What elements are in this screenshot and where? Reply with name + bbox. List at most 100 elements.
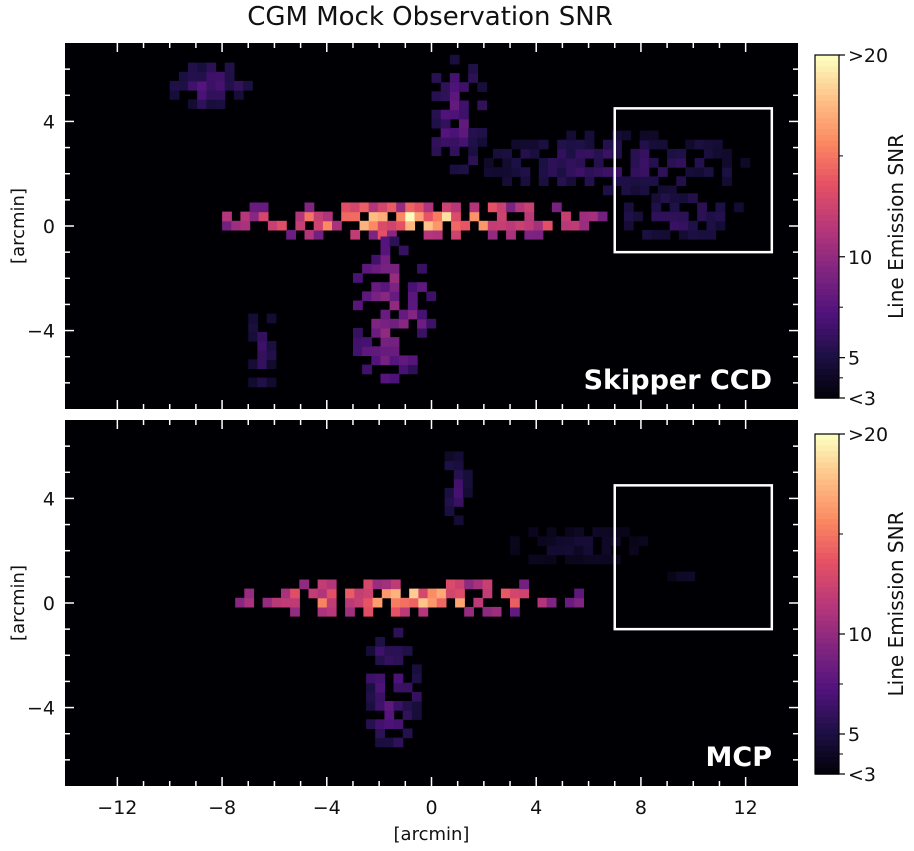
colorbar-segment [815,745,839,753]
heatmap-cell [575,158,586,168]
colorbar-segment [815,530,839,537]
colorbar-segment [815,434,839,441]
heatmap-cell [377,202,388,213]
heatmap-cell [538,167,549,177]
heatmap-cell [431,91,442,102]
heatmap-cell [715,202,726,213]
heatmap-cell [703,139,714,150]
heatmap-cell [685,139,696,150]
heatmap-cell [389,346,400,356]
emission-region-1 [366,627,422,748]
colorbar-segment [815,473,839,481]
heatmap-cell [354,588,365,599]
heatmap-cell [455,579,465,590]
heatmap-cell [667,148,677,159]
heatmap-cell [515,220,526,231]
y-axis-label: [arcmin] [8,565,29,641]
colorbar-segment [815,762,839,770]
heatmap-cell [740,158,751,168]
heatmap-cell [402,646,413,656]
heatmap-cell [482,579,493,590]
heatmap-cell [317,588,328,599]
heatmap-cell [362,263,372,274]
heatmap-cell [295,220,306,231]
colorbar-segment [815,711,839,719]
colorbar-segment [815,380,839,388]
heatmap-cell [548,158,558,168]
heatmap-cell [400,606,410,617]
heatmap-cell [537,597,548,608]
heatmap-cell [449,146,460,156]
heatmap-cell [442,202,452,213]
heatmap-cell [703,148,714,159]
colorbar-segment [815,123,839,131]
heatmap-cell [440,109,451,120]
heatmap-cell [575,148,586,159]
heatmap-cell [487,220,498,231]
heatmap-cell [538,158,549,168]
heatmap-cell [648,139,659,150]
heatmap-cell [460,220,471,231]
heatmap-cell [411,710,422,720]
colorbar-segment [815,615,839,622]
x-axis-label: [arcmin] [394,824,470,845]
heatmap-cell [304,202,315,213]
heatmap-cell [639,158,650,168]
colorbar-segment [815,317,839,325]
colorbar-segment [815,632,839,639]
heatmap-cell [510,606,520,617]
x-tick-label: 12 [734,797,758,819]
heatmap-cell [629,545,639,556]
heatmap-cell [678,220,689,231]
colorbar-segment [815,163,839,171]
heatmap-cell [593,158,604,168]
emission-region-4 [623,193,744,240]
colorbar-segment [815,357,839,365]
colorbar-segment [815,169,839,176]
colorbar-segment [815,728,839,736]
heatmap-cell [583,536,594,546]
heatmap-cell [623,220,634,231]
colorbar-segment [815,683,839,690]
heatmap-cell [380,309,391,320]
heatmap-cell [248,322,259,333]
heatmap-cell [468,155,478,166]
colorbar-segment [815,157,839,165]
colorbar-segment [815,369,839,376]
colorbar-segment [815,89,839,96]
heatmap-cell [304,229,315,240]
heatmap-cell [286,229,296,240]
heatmap-cell [366,682,376,693]
heatmap-cell [423,229,434,240]
heatmap-cell [651,229,662,240]
heatmap-cell [197,80,207,91]
heatmap-cell [375,673,385,684]
heatmap-cell [389,273,400,283]
heatmap-cell [449,73,460,83]
heatmap-cell [483,158,494,168]
heatmap-cell [462,469,473,480]
heatmap-cell [520,139,531,150]
heatmap-cell [621,176,632,186]
heatmap-cell [592,527,603,537]
colorbar-frame [814,54,840,399]
heatmap-cell [584,148,595,159]
heatmap-cell [377,220,388,231]
heatmap-cell [657,185,668,196]
heatmap-cell [638,536,649,546]
heatmap-cell [418,588,429,599]
colorbar-segment [815,312,839,319]
heatmap-cell [341,202,351,213]
heatmap-cell [715,220,726,231]
heatmap-cell [432,229,443,240]
heatmap-cell [660,193,671,203]
heatmap-cell [584,176,595,186]
heatmap-cell [409,588,419,599]
colorbar-segment [815,106,839,113]
heatmap-cell [451,220,461,231]
heatmap-cell [169,80,180,91]
heatmap-cell [371,318,382,329]
heatmap-cell [557,148,567,159]
heatmap-cell [678,193,689,203]
heatmap-cell [431,109,442,120]
